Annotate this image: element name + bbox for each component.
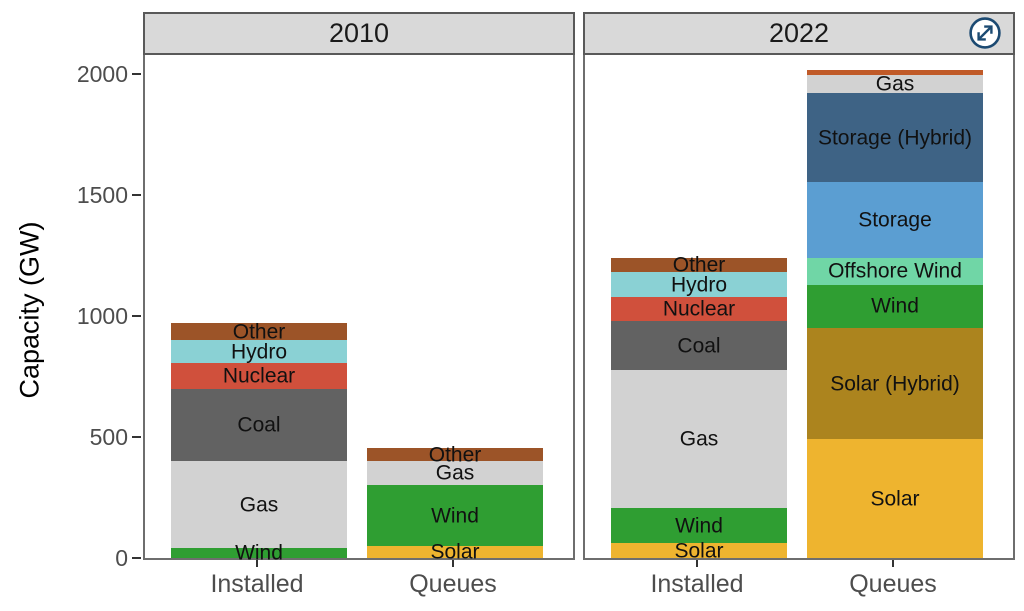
segment-label: Other: [232, 320, 286, 344]
bar-2022-installed: Solar Wind Gas Coal Nuclear Hydro Other: [611, 253, 787, 563]
bar-2022-queues: Solar Solar (Hybrid) Wind Offshore Wind Stor…: [807, 70, 983, 558]
segment-label: Coal: [677, 334, 721, 358]
segment-label: Wind: [431, 504, 479, 528]
segment-label: Other: [672, 253, 726, 277]
plot-panel-2010: Wind Gas Coal Nuclear Hydro Other Solar Wind Gas…: [143, 55, 575, 564]
segment-label: Gas: [875, 72, 915, 96]
x-label-2022-installed: Installed: [650, 570, 744, 598]
y-tick-label: 1500: [76, 182, 128, 208]
x-tick-mark: [892, 560, 894, 567]
segment-label: Nuclear: [222, 364, 296, 388]
x-tick-mark: [696, 560, 698, 567]
segment-storage-hybrid-: Storage (Hybrid): [807, 93, 983, 182]
y-tick-label: 1000: [76, 303, 128, 329]
expand-icon: [968, 17, 1002, 53]
x-label-2010-queues: Queues: [409, 570, 497, 598]
segment-label: Solar: [870, 487, 920, 511]
segment-coal: Coal: [611, 320, 787, 371]
expand-button[interactable]: [968, 16, 1002, 50]
segment-label: Wind: [235, 541, 283, 565]
segment-other: Other: [611, 253, 787, 277]
segment-label: Solar: [430, 540, 480, 564]
bar-2010-queues: Solar Wind Gas Other: [367, 444, 543, 562]
segment-other: Other: [171, 320, 347, 344]
segment-wind: Wind: [171, 543, 347, 564]
segment-wind: Wind: [611, 508, 787, 544]
segment-label: Solar (Hybrid): [830, 372, 960, 396]
facet-strip-2010: 2010: [143, 12, 575, 55]
segment-offshore-wind: Offshore Wind: [807, 257, 983, 285]
facet-title: 2010: [328, 18, 390, 48]
y-tick-label: 0: [115, 545, 128, 571]
segment-label: Storage: [858, 208, 932, 232]
segment-other: Other: [367, 444, 543, 465]
segment-nuclear: Nuclear: [171, 363, 347, 389]
segment-label: Coal: [237, 413, 281, 437]
y-tick-mark: [132, 557, 141, 559]
x-label-2010-installed: Installed: [210, 570, 304, 598]
segment-coal: Coal: [171, 388, 347, 462]
segment-other: [807, 70, 983, 76]
facet-title: 2022: [768, 18, 830, 48]
segment-solar-hybrid-: Solar (Hybrid): [807, 328, 983, 440]
segment-label: Hydro: [230, 340, 288, 364]
x-label-2022-queues: Queues: [849, 570, 937, 598]
segment-solar: Solar: [367, 541, 543, 562]
segment-solar: Solar: [611, 539, 787, 563]
y-tick-mark: [132, 436, 141, 438]
facet-strip-2022: 2022: [583, 12, 1015, 55]
segment-wind: Wind: [367, 485, 543, 546]
segment-label: Hydro: [670, 273, 728, 297]
x-tick-mark: [452, 560, 454, 567]
y-tick-label: 500: [89, 424, 128, 450]
bar-2010-installed: Wind Gas Coal Nuclear Hydro Other: [171, 320, 347, 564]
segment-gas: Gas: [367, 461, 543, 486]
segment-storage: Storage: [807, 181, 983, 258]
y-tick-mark: [132, 73, 141, 75]
y-tick-label: 2000: [76, 61, 128, 87]
segment-solar: Solar: [807, 439, 983, 558]
segment-label: Gas: [679, 427, 719, 451]
y-tick-mark: [132, 315, 141, 317]
segment-label: Gas: [239, 493, 279, 517]
segment-hydro: Hydro: [611, 272, 787, 297]
segment-label: Storage (Hybrid): [817, 126, 973, 150]
segment-label: Offshore Wind: [828, 259, 962, 283]
segment-hydro: Hydro: [171, 340, 347, 364]
plot-panel-2022: Solar Wind Gas Coal Nuclear Hydro Other Solar So…: [583, 55, 1015, 563]
x-tick-mark: [256, 560, 258, 567]
segment-label: Solar: [674, 539, 724, 563]
y-tick-mark: [132, 194, 141, 196]
segment-label: Gas: [435, 461, 475, 485]
segment-wind: Wind: [807, 284, 983, 329]
segment-gas: Gas: [171, 461, 347, 549]
segment-label: Nuclear: [662, 297, 736, 321]
segment-label: Other: [428, 443, 482, 467]
segment-label: Wind: [871, 294, 919, 318]
segment-gas: Gas: [807, 72, 983, 96]
segment-nuclear: Nuclear: [611, 296, 787, 321]
segment-gas: Gas: [611, 370, 787, 509]
segment-label: Wind: [675, 514, 723, 538]
